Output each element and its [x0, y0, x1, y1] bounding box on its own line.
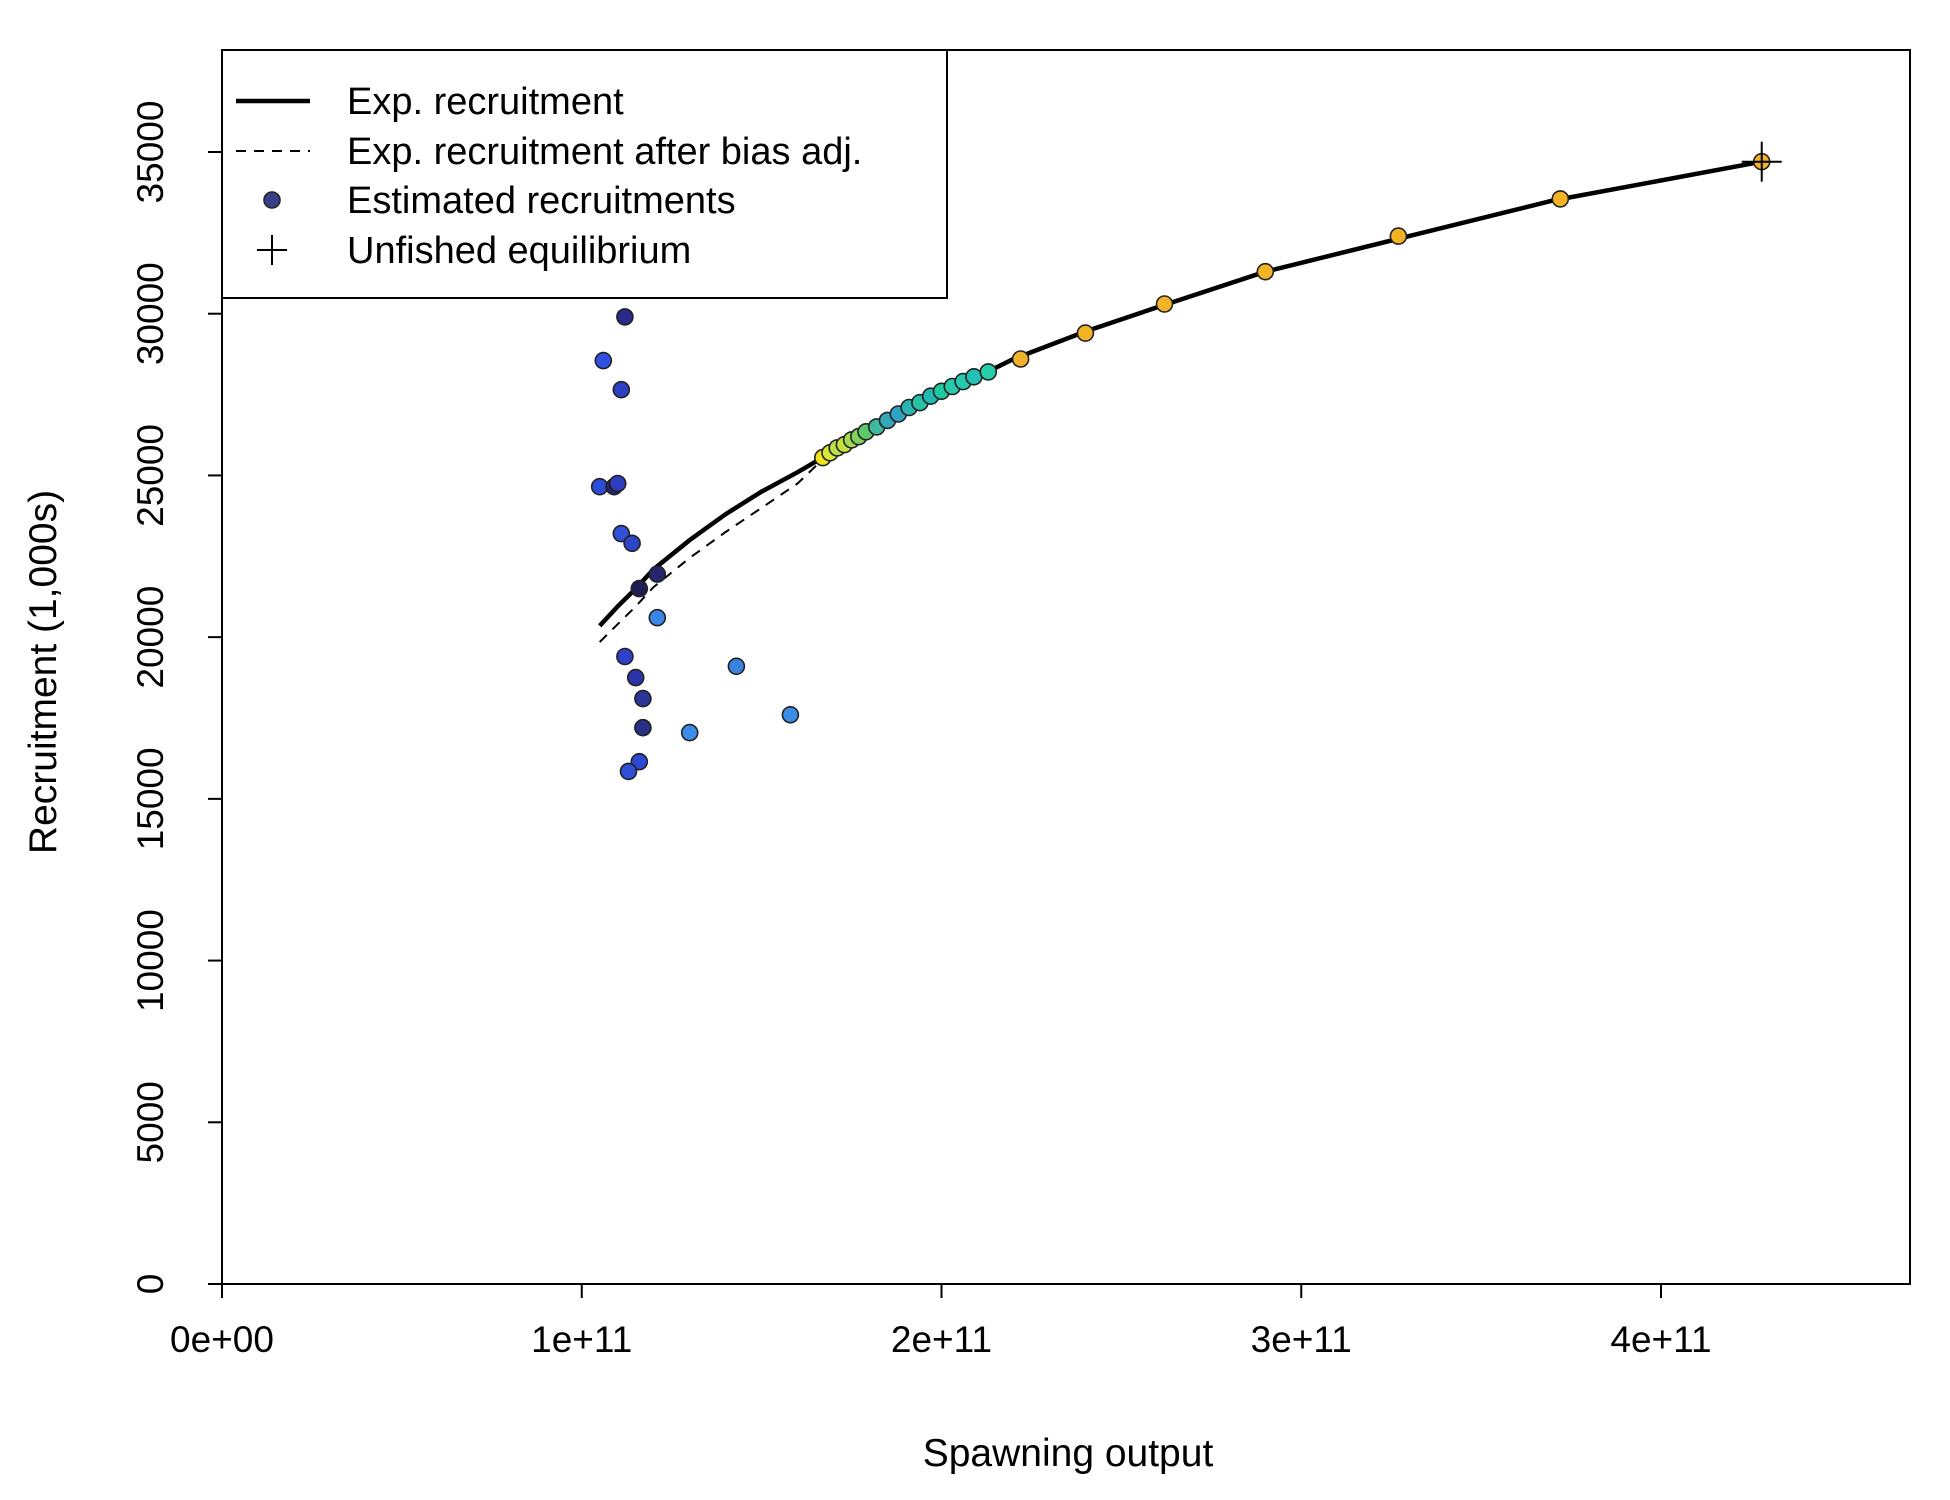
- x-tick-label: 3e+11: [1251, 1319, 1352, 1360]
- bias-adjusted-recruitment-line: [598, 161, 1762, 643]
- x-tick-label: 0e+00: [170, 1319, 274, 1360]
- x-axis-label: Spawning output: [923, 1432, 1214, 1475]
- recruitment-point: [781, 705, 800, 724]
- y-tick-label: 25000: [130, 424, 171, 527]
- x-tick-label: 4e+11: [1610, 1319, 1711, 1360]
- y-tick-label: 5000: [130, 1081, 171, 1163]
- recruitment-point: [634, 689, 652, 708]
- recruitment-point: [1076, 324, 1095, 342]
- legend-label: Exp. recruitment: [347, 81, 624, 123]
- recruitment-point: [616, 647, 634, 666]
- legend-label: Estimated recruitments: [347, 180, 736, 222]
- recruitment-point: [1389, 227, 1408, 245]
- y-tick-label: 15000: [130, 747, 171, 850]
- y-tick-label: 20000: [130, 586, 171, 689]
- recruitment-point: [630, 752, 649, 771]
- recruitment-point: [616, 308, 634, 326]
- recruitment-point: [648, 608, 667, 627]
- recruitment-point: [1551, 190, 1570, 208]
- recruitment-point: [634, 718, 652, 737]
- recruitment-point: [979, 363, 998, 381]
- recruitment-point: [680, 723, 699, 742]
- recruitment-point: [626, 668, 645, 687]
- y-tick-label: 0: [130, 1274, 171, 1295]
- recruitment-point: [594, 351, 613, 370]
- recruitment-point: [965, 367, 983, 386]
- axes-layer: 0e+00 1e+11 2e+11 3e+11 4e+11 0 5000 10000 15000…: [130, 49, 1911, 1360]
- x-tick-label: 2e+11: [891, 1319, 992, 1360]
- unfished-equilibrium-marker: [1741, 141, 1782, 182]
- recruitment-point: [727, 657, 746, 676]
- y-tick-label: 35000: [130, 101, 171, 204]
- recruitment-point: [612, 524, 631, 543]
- y-tick-label: 30000: [130, 262, 171, 365]
- recruitment-point: [1155, 295, 1174, 313]
- x-tick-label: 1e+11: [531, 1319, 632, 1360]
- recruitment-point: [623, 534, 641, 553]
- recruitment-point: [612, 380, 631, 399]
- legend-point-symbol: [263, 191, 281, 209]
- legend-label: Exp. recruitment after bias adj.: [347, 131, 862, 173]
- recruitment-point: [1256, 262, 1275, 281]
- recruitment-point: [1011, 350, 1030, 368]
- legend-label: Unfished equilibrium: [347, 230, 691, 272]
- y-axis-label: Recruitment (1,000s): [22, 490, 65, 854]
- y-tick-label: 10000: [130, 909, 171, 1012]
- recruitment-point: [648, 565, 667, 583]
- recruitment-point: [608, 474, 627, 493]
- recruitment-point: [630, 579, 649, 598]
- legend: Exp. recruitment Exp. recruitment after b…: [221, 49, 948, 299]
- legend-box: [221, 49, 948, 299]
- points-layer: [590, 141, 1782, 781]
- recruitment-point: [619, 762, 638, 781]
